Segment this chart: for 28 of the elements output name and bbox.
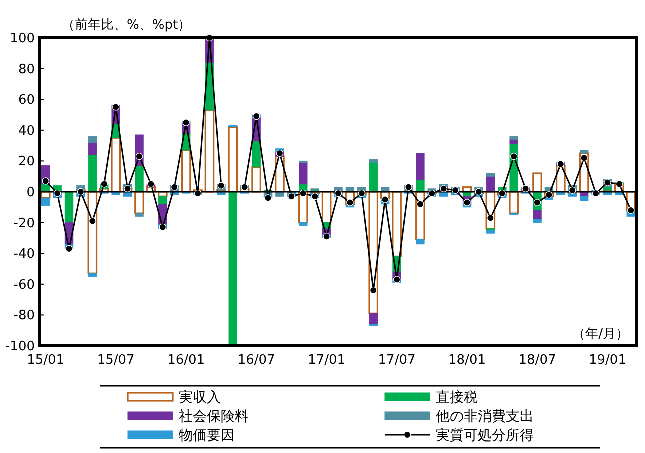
y-tick-label: -80: [14, 308, 35, 324]
y-tick-label: 60: [18, 93, 35, 108]
legend-label: 実質可処分所得: [436, 428, 534, 444]
legend-label: 物価要因: [179, 428, 235, 444]
y-axis-title: （前年比、%、%pt）: [62, 18, 192, 33]
y-tick-label: 20: [18, 154, 35, 170]
y-tick-label: 40: [18, 124, 35, 139]
legend-label: 実収入: [179, 390, 221, 406]
x-tick-label: 19/01: [589, 353, 626, 368]
y-tick-label: 100: [10, 32, 35, 46]
x-tick-label: 18/07: [518, 353, 556, 368]
legend-label: 直接税: [436, 390, 478, 406]
y-tick-label: -20: [14, 216, 35, 232]
y-tick-label: 80: [18, 62, 35, 78]
x-axis-title: （年/月）: [572, 327, 629, 342]
y-tick-label: -60: [14, 278, 35, 293]
legend-label: 他の非消費支出: [436, 409, 534, 425]
y-tick-label: 0: [26, 186, 35, 200]
y-tick-label: -100: [5, 340, 35, 354]
x-tick-label: 15/01: [27, 353, 65, 368]
y-tick-label: -40: [14, 247, 35, 262]
x-tick-label: 17/01: [308, 353, 346, 368]
x-tick-label: 16/01: [168, 353, 206, 368]
legend-label: 社会保険料: [179, 409, 249, 425]
x-tick-label: 16/07: [238, 353, 276, 368]
x-tick-label: 17/07: [378, 353, 416, 368]
x-tick-label: 18/01: [448, 353, 486, 368]
x-tick-label: 15/07: [97, 353, 135, 368]
